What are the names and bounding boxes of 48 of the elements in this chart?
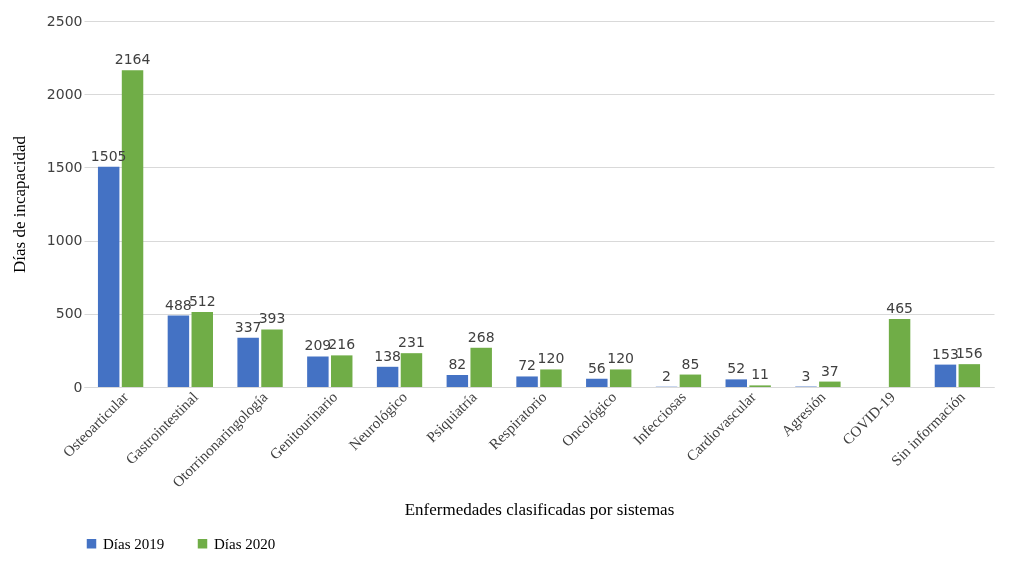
data-label: 2164 — [114, 51, 151, 68]
y-tick-label: 2000 — [46, 85, 83, 102]
bar — [261, 329, 283, 387]
data-label: 85 — [681, 355, 700, 372]
y-tick-label: 1000 — [46, 232, 83, 249]
data-label: 120 — [537, 350, 565, 367]
bar — [516, 376, 538, 387]
bar — [237, 337, 259, 387]
bar — [307, 356, 329, 387]
bar — [819, 381, 841, 387]
bar — [191, 312, 213, 387]
data-label: 268 — [467, 328, 495, 345]
y-tick-label: 0 — [73, 378, 83, 395]
bar — [331, 355, 353, 387]
data-label: 465 — [886, 299, 913, 316]
bar — [725, 379, 747, 387]
bar — [97, 166, 120, 387]
data-label: 3 — [801, 367, 811, 384]
data-label: 82 — [448, 356, 467, 372]
data-label: 231 — [398, 334, 425, 351]
bar — [679, 374, 702, 387]
legend-label: Días 2020 — [214, 535, 276, 552]
bar — [540, 369, 562, 387]
data-label: 11 — [751, 366, 770, 383]
y-tick-label: 2500 — [46, 12, 83, 29]
y-tick-label: 500 — [55, 305, 83, 322]
bar — [958, 364, 981, 387]
bar — [167, 315, 190, 387]
data-label: 2 — [662, 367, 671, 384]
bar — [934, 364, 957, 387]
data-label: 216 — [328, 336, 356, 353]
bar — [400, 353, 423, 387]
bar — [888, 318, 911, 387]
data-label: 52 — [727, 360, 746, 377]
data-label: 56 — [587, 359, 606, 376]
bar — [586, 378, 608, 387]
data-label: 37 — [820, 362, 839, 379]
y-axis-title: Días de incapacidad — [9, 135, 29, 273]
bar — [446, 375, 469, 387]
data-label: 120 — [607, 350, 635, 367]
data-label: 72 — [518, 357, 536, 374]
bar — [376, 366, 399, 387]
legend-label: Días 2019 — [103, 535, 165, 552]
bar — [609, 369, 632, 387]
x-axis-title: Enfermedades clasificadas por sistemas — [404, 500, 675, 520]
data-label: 138 — [374, 347, 401, 364]
y-tick-label: 1500 — [46, 158, 83, 175]
bar — [470, 347, 492, 387]
